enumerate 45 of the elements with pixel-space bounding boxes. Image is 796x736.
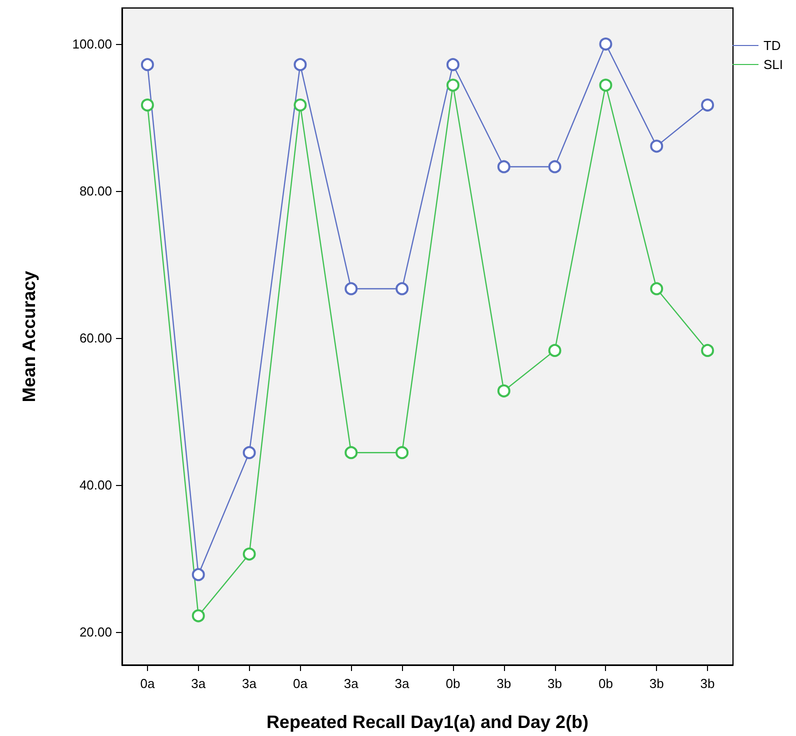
point [650, 282, 664, 296]
point [497, 384, 510, 398]
point [446, 58, 460, 72]
point [294, 98, 307, 112]
point [344, 282, 358, 296]
x-tick-label: 3b [700, 676, 715, 691]
y-tick-label: 60.00 [79, 330, 112, 346]
point [344, 446, 358, 460]
point [294, 58, 307, 72]
x-tick-label: 3a [242, 676, 258, 691]
point [446, 78, 460, 92]
x-tick-label: 3a [191, 676, 206, 691]
point [140, 58, 154, 72]
point [650, 140, 664, 153]
x-tick-label: 3a [394, 676, 410, 691]
x-tick-label: 3a [344, 676, 360, 691]
y-tick-label: 20.00 [79, 624, 112, 640]
x-tick-label: 3b [548, 676, 562, 691]
point [497, 160, 510, 174]
point [140, 98, 154, 112]
point [701, 98, 714, 112]
legend-label: TD [763, 38, 781, 53]
legend-label: SLI [763, 57, 784, 72]
x-axis-title: Repeated Recall Day1(a) and Day 2(b) [266, 712, 589, 732]
point [192, 609, 205, 622]
point [242, 548, 256, 561]
x-tick-label: 3b [649, 676, 664, 691]
point [396, 446, 409, 460]
y-tick-label: 40.00 [79, 477, 112, 492]
point [701, 344, 714, 357]
point [599, 78, 612, 92]
y-axis-title: Mean Accuracy [19, 270, 39, 402]
y-tick-label: 100.00 [72, 36, 112, 52]
x-tick-label: 0a [140, 676, 156, 691]
point [396, 282, 409, 296]
point [548, 344, 562, 357]
x-tick-label: 3b [496, 676, 512, 691]
y-tick-label: 80.00 [79, 183, 112, 198]
point [599, 38, 612, 51]
x-tick-label: 0a [292, 676, 308, 691]
point [548, 160, 562, 174]
x-tick-label: 0b [598, 676, 613, 691]
point [192, 568, 205, 582]
x-tick-label: 0b [446, 676, 460, 691]
point [242, 446, 256, 460]
